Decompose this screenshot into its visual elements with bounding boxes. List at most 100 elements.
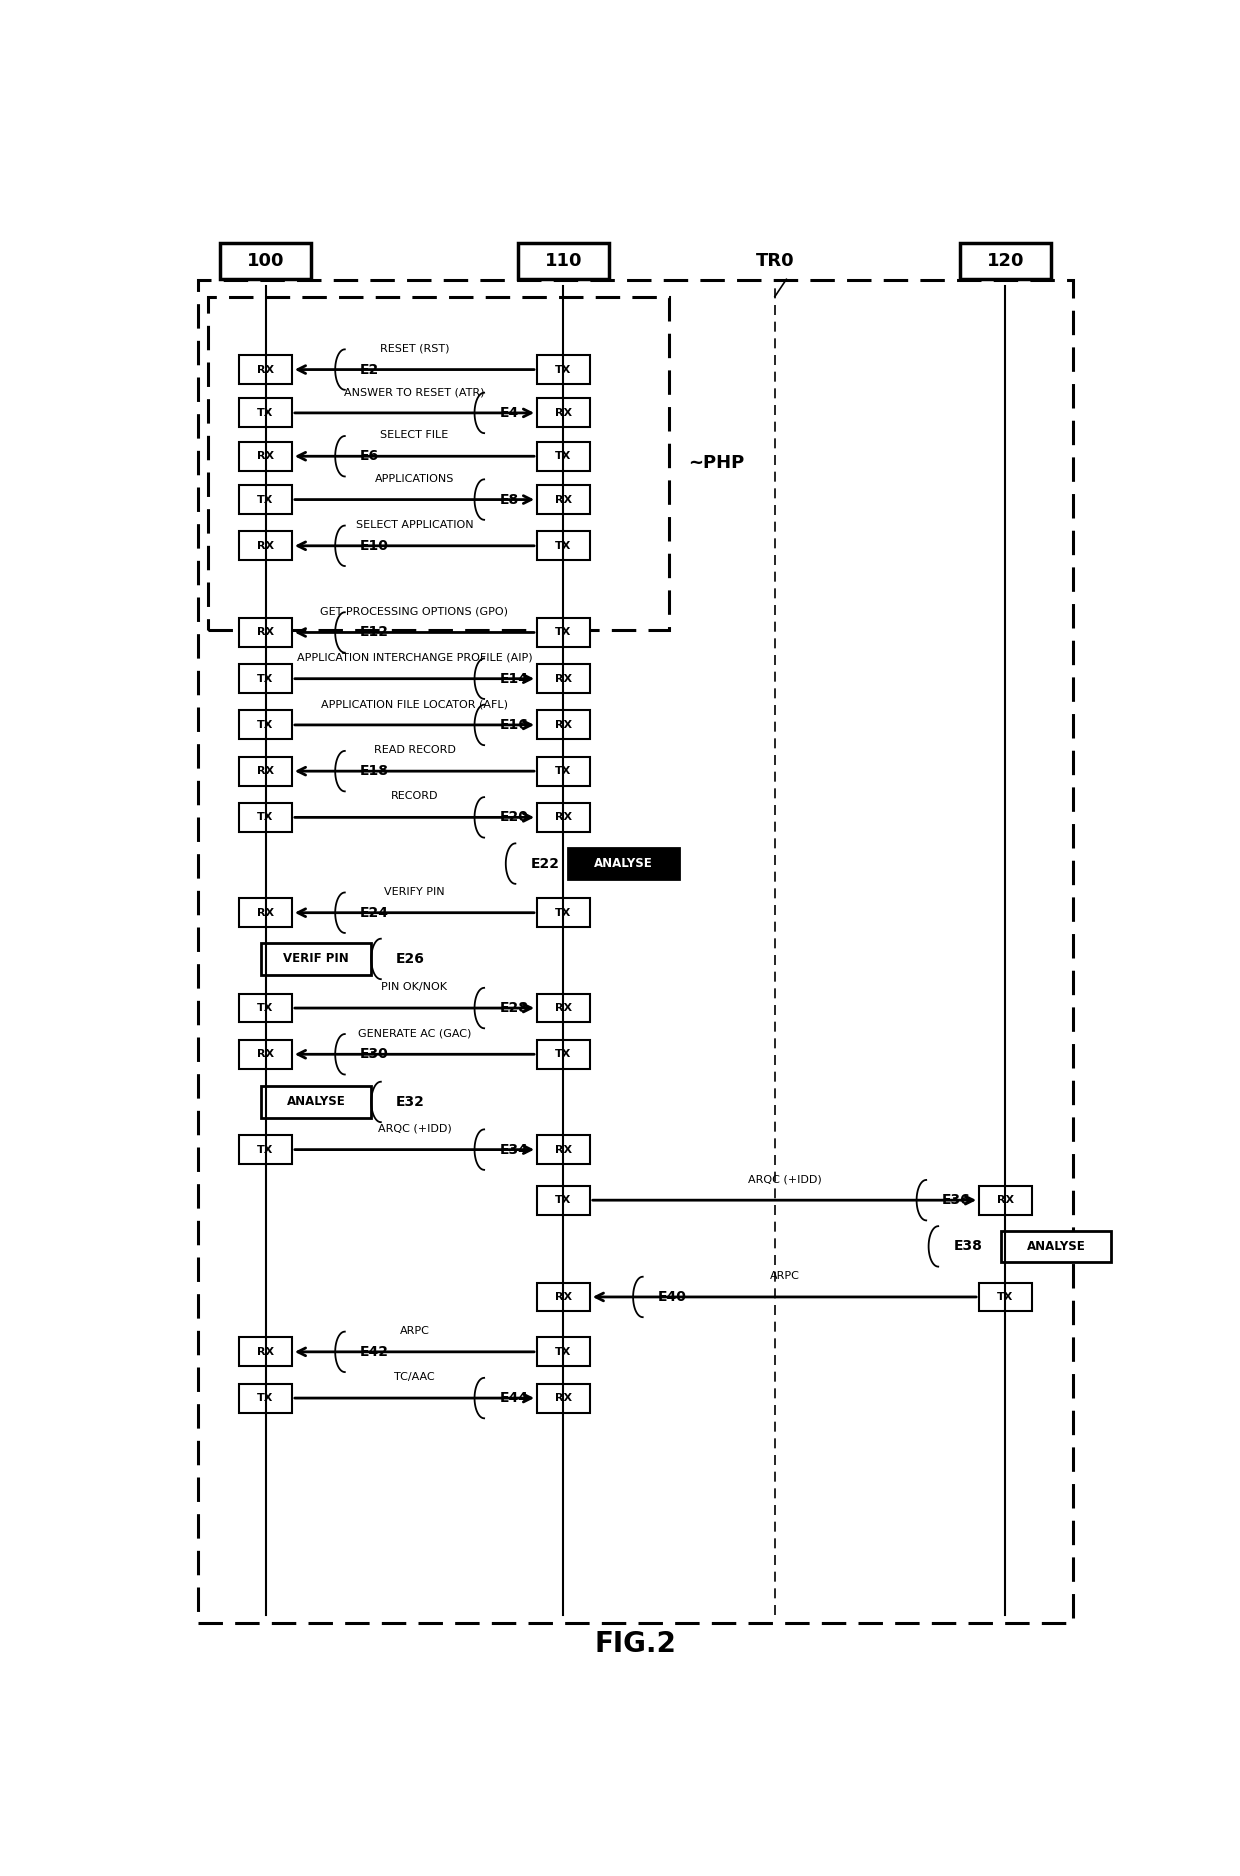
Text: E38: E38 bbox=[954, 1240, 982, 1253]
Text: ANALYSE: ANALYSE bbox=[286, 1096, 346, 1109]
Text: RX: RX bbox=[257, 364, 274, 375]
FancyBboxPatch shape bbox=[239, 664, 291, 692]
FancyBboxPatch shape bbox=[239, 1135, 291, 1163]
Text: E4: E4 bbox=[500, 405, 518, 420]
Text: RX: RX bbox=[554, 812, 572, 822]
Text: E28: E28 bbox=[500, 1002, 528, 1015]
Text: ANALYSE: ANALYSE bbox=[594, 857, 653, 870]
Text: TX: TX bbox=[556, 364, 572, 375]
Text: E24: E24 bbox=[360, 906, 389, 919]
FancyBboxPatch shape bbox=[239, 617, 291, 647]
FancyBboxPatch shape bbox=[537, 355, 590, 385]
Text: TX: TX bbox=[556, 765, 572, 777]
Text: E40: E40 bbox=[658, 1291, 687, 1304]
Text: E14: E14 bbox=[500, 672, 528, 687]
Text: E10: E10 bbox=[360, 538, 389, 553]
Text: ARQC (+IDD): ARQC (+IDD) bbox=[748, 1174, 821, 1184]
Text: VERIFY PIN: VERIFY PIN bbox=[384, 887, 445, 897]
Text: ARQC (+IDD): ARQC (+IDD) bbox=[378, 1124, 451, 1133]
FancyBboxPatch shape bbox=[518, 244, 609, 280]
Text: E2: E2 bbox=[360, 362, 379, 377]
Text: TX: TX bbox=[258, 407, 274, 418]
FancyBboxPatch shape bbox=[239, 531, 291, 561]
Text: TX: TX bbox=[258, 812, 274, 822]
Text: APPLICATION INTERCHANGE PROFILE (AIP): APPLICATION INTERCHANGE PROFILE (AIP) bbox=[296, 653, 532, 662]
Text: E6: E6 bbox=[360, 448, 379, 463]
FancyBboxPatch shape bbox=[537, 803, 590, 831]
Text: E26: E26 bbox=[397, 951, 425, 966]
Text: APPLICATION FILE LOCATOR (AFL): APPLICATION FILE LOCATOR (AFL) bbox=[321, 700, 508, 709]
Text: RX: RX bbox=[257, 1347, 274, 1356]
Text: TX: TX bbox=[258, 495, 274, 505]
Text: RX: RX bbox=[554, 673, 572, 683]
Text: RESET (RST): RESET (RST) bbox=[379, 343, 449, 355]
Text: E42: E42 bbox=[360, 1345, 389, 1358]
FancyBboxPatch shape bbox=[537, 1135, 590, 1163]
FancyBboxPatch shape bbox=[239, 1039, 291, 1069]
Text: SELECT APPLICATION: SELECT APPLICATION bbox=[356, 520, 474, 529]
Text: E16: E16 bbox=[500, 719, 528, 732]
Text: RX: RX bbox=[257, 452, 274, 461]
Text: E12: E12 bbox=[360, 625, 389, 640]
Text: TX: TX bbox=[258, 1144, 274, 1154]
Text: E30: E30 bbox=[360, 1047, 389, 1062]
Text: TX: TX bbox=[556, 908, 572, 917]
Text: RX: RX bbox=[554, 1293, 572, 1302]
Text: 120: 120 bbox=[987, 251, 1024, 270]
Text: E20: E20 bbox=[500, 810, 528, 824]
FancyBboxPatch shape bbox=[239, 398, 291, 428]
Text: ~PHP: ~PHP bbox=[688, 454, 744, 473]
Text: PIN OK/NOK: PIN OK/NOK bbox=[382, 983, 448, 992]
FancyBboxPatch shape bbox=[239, 756, 291, 786]
FancyBboxPatch shape bbox=[568, 848, 678, 880]
Text: GENERATE AC (GAC): GENERATE AC (GAC) bbox=[358, 1028, 471, 1039]
Text: RX: RX bbox=[554, 720, 572, 730]
Text: GET PROCESSING OPTIONS (GPO): GET PROCESSING OPTIONS (GPO) bbox=[320, 606, 508, 617]
Text: ARPC: ARPC bbox=[770, 1272, 800, 1281]
FancyBboxPatch shape bbox=[537, 1338, 590, 1366]
Text: READ RECORD: READ RECORD bbox=[373, 745, 455, 756]
Text: TX: TX bbox=[556, 1347, 572, 1356]
Text: TC/AAC: TC/AAC bbox=[394, 1371, 435, 1383]
Text: RX: RX bbox=[257, 765, 274, 777]
FancyBboxPatch shape bbox=[960, 244, 1052, 280]
Text: TX: TX bbox=[258, 1004, 274, 1013]
Text: E44: E44 bbox=[500, 1392, 528, 1405]
Text: ANSWER TO RESET (ATR): ANSWER TO RESET (ATR) bbox=[345, 386, 485, 398]
Text: 100: 100 bbox=[247, 251, 284, 270]
Text: TX: TX bbox=[258, 720, 274, 730]
Text: RECORD: RECORD bbox=[391, 792, 438, 801]
Text: TX: TX bbox=[556, 1195, 572, 1204]
FancyBboxPatch shape bbox=[239, 711, 291, 739]
Text: SELECT FILE: SELECT FILE bbox=[381, 430, 449, 441]
FancyBboxPatch shape bbox=[239, 355, 291, 385]
Text: E22: E22 bbox=[531, 857, 559, 870]
Text: ANALYSE: ANALYSE bbox=[1027, 1240, 1085, 1253]
FancyBboxPatch shape bbox=[980, 1283, 1032, 1311]
Text: RX: RX bbox=[257, 627, 274, 638]
FancyBboxPatch shape bbox=[537, 1186, 590, 1214]
Text: E34: E34 bbox=[500, 1142, 528, 1157]
FancyBboxPatch shape bbox=[537, 486, 590, 514]
Text: E8: E8 bbox=[500, 493, 518, 507]
Text: TX: TX bbox=[997, 1293, 1013, 1302]
FancyBboxPatch shape bbox=[537, 443, 590, 471]
FancyBboxPatch shape bbox=[537, 994, 590, 1022]
FancyBboxPatch shape bbox=[537, 1384, 590, 1413]
Text: RX: RX bbox=[554, 1394, 572, 1403]
FancyBboxPatch shape bbox=[537, 664, 590, 692]
FancyBboxPatch shape bbox=[239, 1338, 291, 1366]
Text: TR0: TR0 bbox=[755, 251, 794, 270]
FancyBboxPatch shape bbox=[537, 531, 590, 561]
FancyBboxPatch shape bbox=[260, 944, 371, 976]
Text: TX: TX bbox=[556, 452, 572, 461]
Text: E18: E18 bbox=[360, 764, 389, 779]
FancyBboxPatch shape bbox=[537, 398, 590, 428]
FancyBboxPatch shape bbox=[239, 1384, 291, 1413]
FancyBboxPatch shape bbox=[239, 899, 291, 927]
Text: E32: E32 bbox=[397, 1096, 425, 1109]
Text: VERIF PIN: VERIF PIN bbox=[283, 953, 348, 966]
Text: RX: RX bbox=[554, 1144, 572, 1154]
FancyBboxPatch shape bbox=[260, 1086, 371, 1118]
FancyBboxPatch shape bbox=[239, 486, 291, 514]
